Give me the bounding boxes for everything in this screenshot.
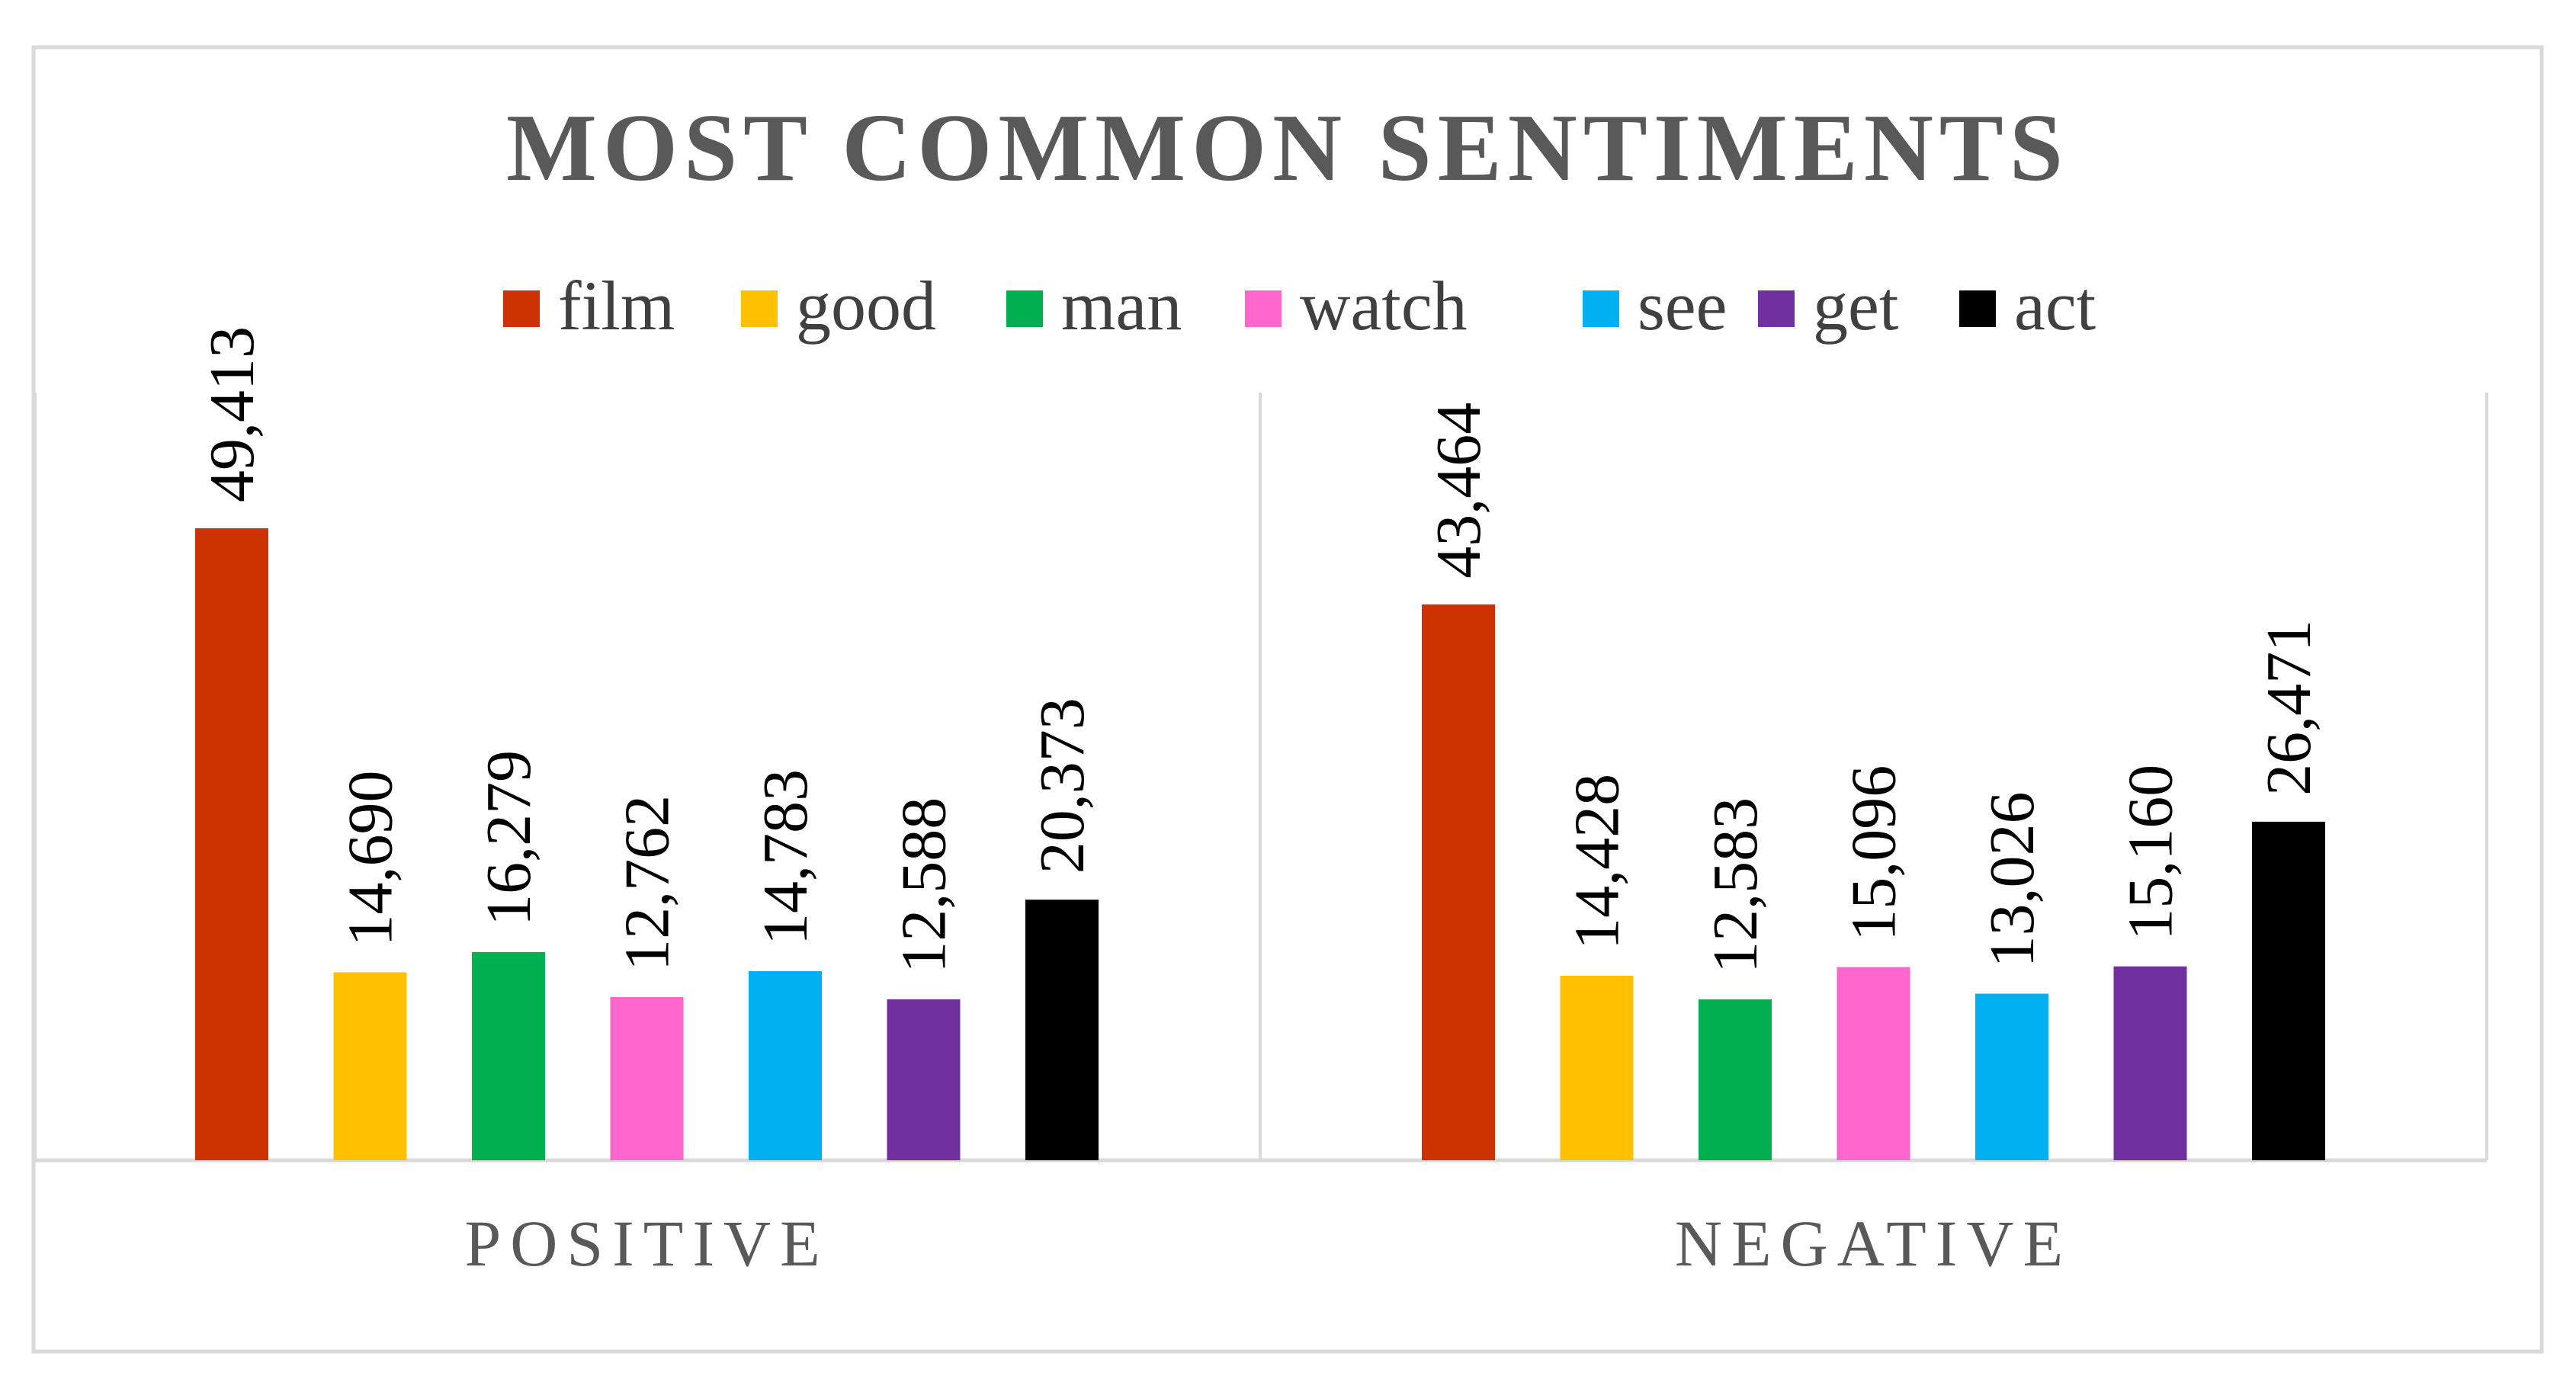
legend-item-man: man — [1006, 267, 1182, 345]
bar-good-positive — [333, 972, 407, 1160]
data-label: 13,026 — [1977, 792, 2048, 968]
bar-see-positive — [749, 971, 822, 1160]
legend-item-good: good — [741, 267, 936, 345]
data-label: 14,690 — [335, 771, 406, 947]
legend-swatch — [1006, 290, 1043, 327]
legend-item-act: act — [1959, 267, 2096, 345]
legend-item-get: get — [1758, 267, 1899, 345]
bar-good-negative — [1560, 975, 1634, 1160]
bar-act-positive — [1025, 900, 1099, 1160]
legend-swatch — [741, 290, 778, 327]
legend-item-see: see — [1583, 267, 1727, 345]
legend-label: film — [558, 267, 675, 345]
data-label: 49,413 — [197, 326, 268, 502]
bar-man-positive — [472, 951, 545, 1160]
bar-get-positive — [887, 999, 961, 1160]
data-label: 20,373 — [1027, 698, 1098, 874]
bar-get-negative — [2113, 966, 2187, 1160]
bar-film-negative — [1422, 604, 1495, 1160]
category-labels: POSITIVE NEGATIVE — [464, 1207, 2072, 1280]
chart-title: MOST COMMON SENTIMENTS — [506, 95, 2069, 201]
data-label: 16,279 — [473, 750, 544, 926]
data-label: 15,160 — [2116, 765, 2186, 941]
category-label-positive: POSITIVE — [464, 1207, 829, 1280]
data-label: 26,471 — [2254, 620, 2324, 796]
legend-label: good — [796, 267, 936, 345]
bar-film-positive — [195, 528, 268, 1160]
legend-item-film: film — [503, 267, 675, 345]
legend-swatch — [1245, 290, 1282, 327]
data-label: 12,588 — [889, 797, 960, 973]
legend-swatch — [1959, 290, 1996, 327]
data-label: 14,428 — [1562, 774, 1633, 950]
bar-watch-positive — [610, 996, 684, 1160]
legend-label: see — [1638, 267, 1727, 345]
legend-swatch — [1583, 290, 1619, 327]
bar-watch-negative — [1837, 967, 1910, 1160]
legend-item-watch: watch — [1245, 267, 1468, 345]
data-label: 43,464 — [1423, 403, 1494, 579]
bar-man-negative — [1699, 999, 1772, 1160]
bar-act-negative — [2252, 821, 2325, 1160]
legend-swatch — [503, 290, 540, 327]
data-label: 15,096 — [1839, 765, 1910, 941]
plot-area — [34, 393, 2488, 1163]
legend-swatch — [1758, 290, 1795, 327]
legend-label: man — [1061, 267, 1182, 345]
legend-label: act — [2014, 267, 2096, 345]
data-label: 12,762 — [612, 795, 683, 971]
data-labels: 49,413 14,690 16,279 12,762 14,783 12,588 20,3… — [197, 326, 2324, 973]
legend: film good man watch see get act — [503, 267, 2096, 345]
legend-label: get — [1813, 267, 1899, 345]
legend-label: watch — [1300, 267, 1468, 345]
data-label: 14,783 — [750, 769, 821, 945]
bars — [195, 528, 2325, 1160]
category-label-negative: NEGATIVE — [1675, 1207, 2072, 1280]
data-label: 12,583 — [1700, 797, 1771, 973]
bar-see-negative — [1975, 993, 2048, 1160]
